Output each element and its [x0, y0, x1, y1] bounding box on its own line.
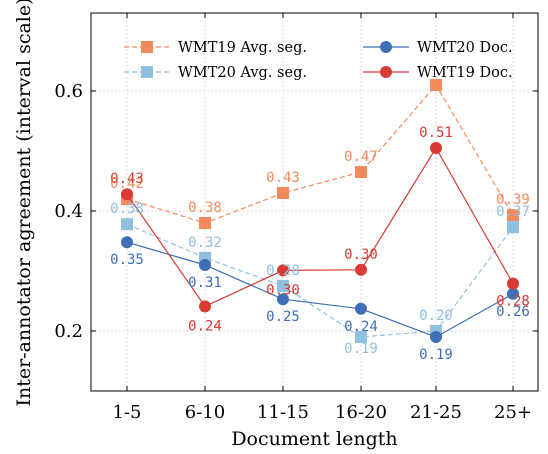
x-tick-label: 1-5 — [113, 402, 142, 423]
x-tick-label: 16-20 — [335, 402, 387, 423]
data-point — [507, 209, 519, 222]
legend-label: WMT20 Avg. seg. — [178, 65, 307, 81]
legend-label: WMT19 Avg. seg. — [178, 40, 307, 56]
y-axis-label: Inter-annotator agreement (interval scal… — [13, 0, 35, 407]
data-label: 0.19 — [344, 341, 378, 357]
data-point — [355, 263, 367, 276]
data-label: 0.42 — [110, 176, 144, 192]
legend-entry: WMT20 Doc. — [363, 40, 513, 56]
series-line — [126, 241, 514, 338]
series-group — [121, 79, 519, 343]
series-line — [126, 223, 514, 338]
data-label: 0.47 — [344, 149, 378, 165]
data-label: 0.32 — [188, 235, 222, 251]
data-point — [507, 277, 519, 290]
data-point — [199, 251, 211, 264]
data-label: 0.19 — [419, 347, 453, 363]
series-wmt19-doc- — [121, 142, 519, 313]
x-tick-label: 11-15 — [257, 402, 309, 423]
data-label: 0.28 — [266, 263, 300, 279]
x-tick-label: 21-25 — [410, 402, 462, 423]
data-label: 0.38 — [188, 200, 222, 216]
data-point — [199, 217, 211, 229]
series-wmt19-avg-seg- — [121, 79, 519, 229]
y-tick-label: 0.6 — [54, 81, 83, 102]
legend-label: WMT20 Doc. — [417, 40, 513, 56]
data-point — [355, 166, 367, 178]
data-label: 0.25 — [266, 309, 300, 325]
data-point — [430, 142, 442, 154]
x-tick-label: 25+ — [494, 402, 532, 423]
data-point — [199, 259, 211, 271]
data-label: 0.24 — [344, 319, 378, 335]
data-label: 0.35 — [110, 252, 144, 268]
x-tick-label: 6-10 — [185, 402, 225, 423]
legend: WMT19 Avg. seg. WMT20 Avg. seg. WMT20 Doc.… — [124, 40, 513, 81]
data-label: 0.37 — [496, 204, 530, 220]
data-label: 0.24 — [188, 318, 222, 334]
data-labels: 0.42 0.38 0.43 0.47 0.39 0.38 0.32 0.28 0.19 0.20… — [110, 125, 530, 363]
data-label: 0.43 — [110, 171, 144, 187]
y-tick-label: 0.2 — [54, 321, 83, 342]
legend-marker — [380, 41, 392, 53]
data-point — [121, 218, 133, 231]
data-label: 0.30 — [344, 247, 378, 263]
data-label: 0.28 — [496, 294, 530, 310]
data-point — [507, 287, 519, 300]
data-label: 0.39 — [496, 192, 530, 208]
series-wmt20-doc- — [121, 236, 519, 343]
legend-entry: WMT19 Avg. seg. — [124, 40, 307, 56]
data-point — [277, 280, 289, 292]
x-axis-label: Document length — [231, 428, 397, 450]
data-point — [199, 300, 211, 313]
data-point — [277, 293, 289, 306]
data-point — [121, 188, 133, 201]
legend-entry: WMT20 Avg. seg. — [124, 65, 307, 81]
data-point — [277, 264, 289, 277]
legend-marker — [141, 66, 153, 78]
series-line — [126, 83, 514, 224]
series-line — [126, 146, 514, 308]
data-label: 0.51 — [419, 125, 453, 141]
data-label: 0.31 — [188, 275, 222, 291]
data-point — [430, 331, 442, 343]
y-tick-label: 0.4 — [54, 201, 83, 222]
data-point — [507, 221, 519, 234]
data-point — [430, 79, 442, 91]
data-point — [355, 302, 367, 315]
legend-label: WMT19 Doc. — [417, 65, 513, 81]
axis-ticks: 1-5 6-10 11-15 16-20 21-25 25+ 0.2 0.4 0.6 — [54, 13, 538, 423]
legend-marker — [380, 66, 392, 78]
data-label: 0.20 — [419, 308, 453, 324]
data-point — [355, 331, 367, 343]
data-label: 0.43 — [266, 170, 300, 186]
data-point — [277, 187, 289, 199]
legend-entry: WMT19 Doc. — [363, 65, 513, 81]
data-label: 0.38 — [110, 201, 144, 217]
data-point — [121, 236, 133, 249]
data-label: 0.30 — [266, 282, 300, 298]
legend-marker — [141, 41, 153, 53]
plot-frame — [90, 12, 539, 392]
data-label: 0.26 — [496, 304, 530, 320]
